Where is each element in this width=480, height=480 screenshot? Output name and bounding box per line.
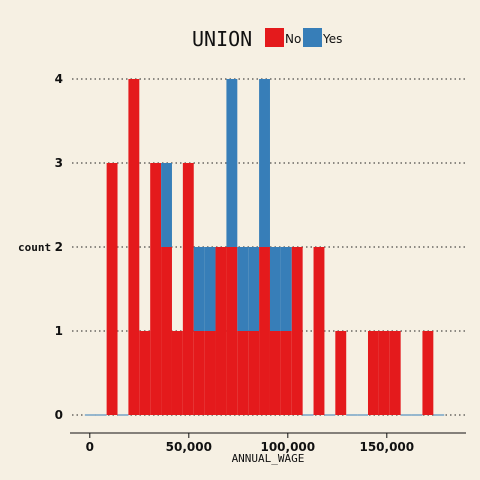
y-tick-label: 3 [55,156,63,170]
y-tick-label: 0 [55,408,63,422]
bar-yes [226,79,238,247]
y-tick-label: 1 [55,324,63,338]
legend: UNION No Yes [192,27,342,51]
bar-no [161,247,172,415]
y-tick-label: 4 [55,72,63,86]
bar-yes [193,247,205,331]
bar-no [139,331,151,415]
bar-no [367,331,379,415]
bar-yes [248,247,260,331]
y-tick-labels: 0 1 2 3 4 [55,72,63,422]
legend-title: UNION [192,27,252,51]
x-tick-label: 150,000 [359,440,414,454]
bar-no [226,247,238,415]
bar-no [204,331,216,415]
bar-no [150,163,162,415]
bars [84,79,445,416]
x-axis: 0 50,000 100,000 150,000 [70,432,466,454]
bar-no [269,331,281,415]
x-tick-label: 50,000 [166,440,212,454]
bar-no [106,163,118,415]
bar-no [237,331,249,415]
bar-no [291,247,303,415]
bar-yes [259,79,270,247]
bar-yes [269,247,281,331]
x-axis-title: ANNUAL_WAGE [232,452,305,465]
bar-yes [161,163,172,247]
bar-no [378,331,390,415]
bar-no [193,331,205,415]
bar-no [335,331,347,415]
bar-yes [204,247,216,331]
y-axis-title: count [18,241,51,254]
bar-no [422,331,434,415]
x-tick-label: 0 [86,440,94,454]
bar-no [215,247,227,415]
y-tick-label: 2 [55,240,63,254]
legend-swatch-no [265,28,284,47]
legend-label-no: No [285,32,301,46]
bar-no [182,163,194,415]
legend-label-yes: Yes [322,32,342,46]
legend-swatch-yes [303,28,322,47]
bar-no [259,247,270,415]
bar-no [389,331,401,415]
bar-no [248,331,260,415]
bar-no [128,79,140,415]
bar-no [171,331,183,415]
bar-no [313,247,325,415]
bar-yes [237,247,249,331]
bar-no [280,331,292,415]
bar-yes [280,247,292,331]
x-tick-label: 100,000 [260,440,315,454]
